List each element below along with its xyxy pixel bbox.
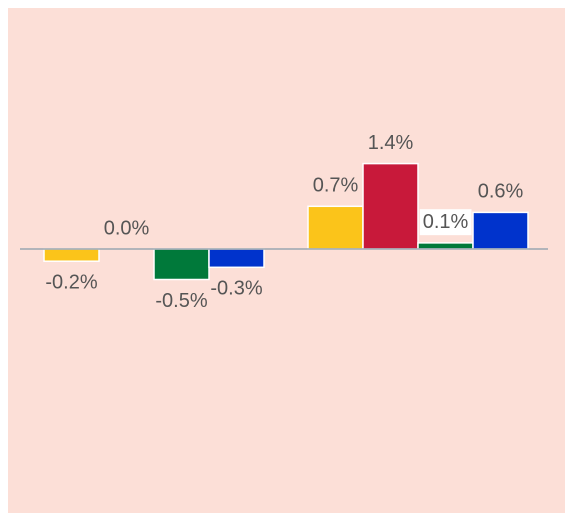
data-label: 0.1% — [423, 211, 469, 233]
data-label: 1.4% — [368, 132, 414, 154]
bar — [43, 248, 100, 262]
data-label: 0.7% — [313, 175, 359, 197]
data-label: -0.2% — [45, 271, 97, 293]
data-label-background — [419, 209, 472, 236]
bar — [153, 248, 210, 281]
bar — [307, 205, 364, 250]
bar — [417, 242, 474, 250]
data-label: 0.0% — [104, 217, 150, 239]
chart-background — [8, 8, 565, 513]
bar — [208, 248, 265, 269]
data-label: -0.5% — [155, 290, 207, 312]
data-label: 0.6% — [478, 181, 524, 203]
data-label: -0.3% — [210, 278, 262, 300]
bar — [362, 162, 419, 250]
bar — [472, 211, 529, 250]
